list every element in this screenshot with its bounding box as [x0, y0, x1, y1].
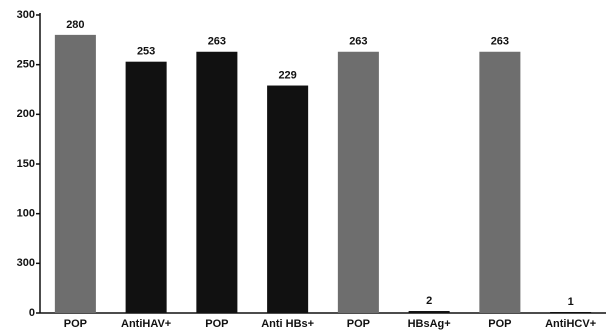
- bar: [196, 51, 238, 314]
- x-tick-label: HBsAg+: [408, 318, 451, 330]
- x-tick-label: AntiHAV+: [121, 318, 171, 330]
- y-tick-label: 150: [17, 158, 35, 170]
- value-label: 253: [137, 46, 155, 58]
- bar: [479, 51, 521, 314]
- y-tick-label: 200: [17, 108, 35, 120]
- value-label: 263: [491, 36, 509, 48]
- x-tick-label: POP: [64, 318, 87, 330]
- y-tick-label: 100: [17, 208, 35, 220]
- x-tick-label: POP: [347, 318, 370, 330]
- bar: [125, 61, 167, 313]
- y-tick-label: 250: [17, 59, 35, 71]
- x-tick-label: POP: [488, 318, 511, 330]
- bar: [550, 312, 592, 314]
- value-label: 263: [349, 36, 367, 48]
- value-label: 280: [66, 19, 84, 31]
- value-label: 229: [278, 69, 296, 81]
- y-tick-label: 300: [17, 9, 35, 21]
- value-label: 2: [426, 295, 432, 307]
- x-tick-label: Anti HBs+: [261, 318, 314, 330]
- x-tick-label: POP: [205, 318, 228, 330]
- x-tick-label: AntiHCV+: [545, 318, 596, 330]
- value-label: 263: [208, 36, 226, 48]
- value-label: 1: [568, 296, 574, 308]
- bar: [408, 311, 450, 313]
- y-tick-label: 0: [29, 307, 35, 319]
- bar: [54, 34, 96, 313]
- y-tick-label: 300: [17, 257, 35, 269]
- bar: [337, 51, 379, 314]
- bar: [267, 85, 309, 313]
